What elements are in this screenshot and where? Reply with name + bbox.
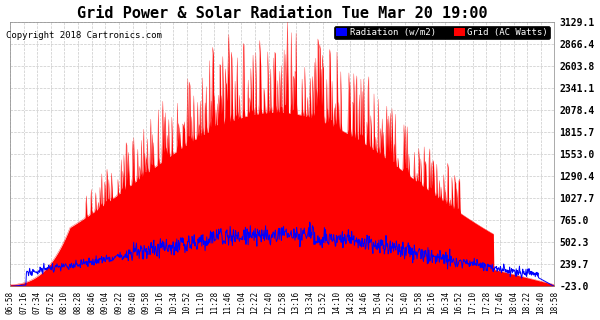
Legend: Radiation (w/m2), Grid (AC Watts): Radiation (w/m2), Grid (AC Watts) bbox=[334, 26, 550, 39]
Title: Grid Power & Solar Radiation Tue Mar 20 19:00: Grid Power & Solar Radiation Tue Mar 20 … bbox=[77, 5, 488, 20]
Text: Copyright 2018 Cartronics.com: Copyright 2018 Cartronics.com bbox=[6, 31, 162, 40]
